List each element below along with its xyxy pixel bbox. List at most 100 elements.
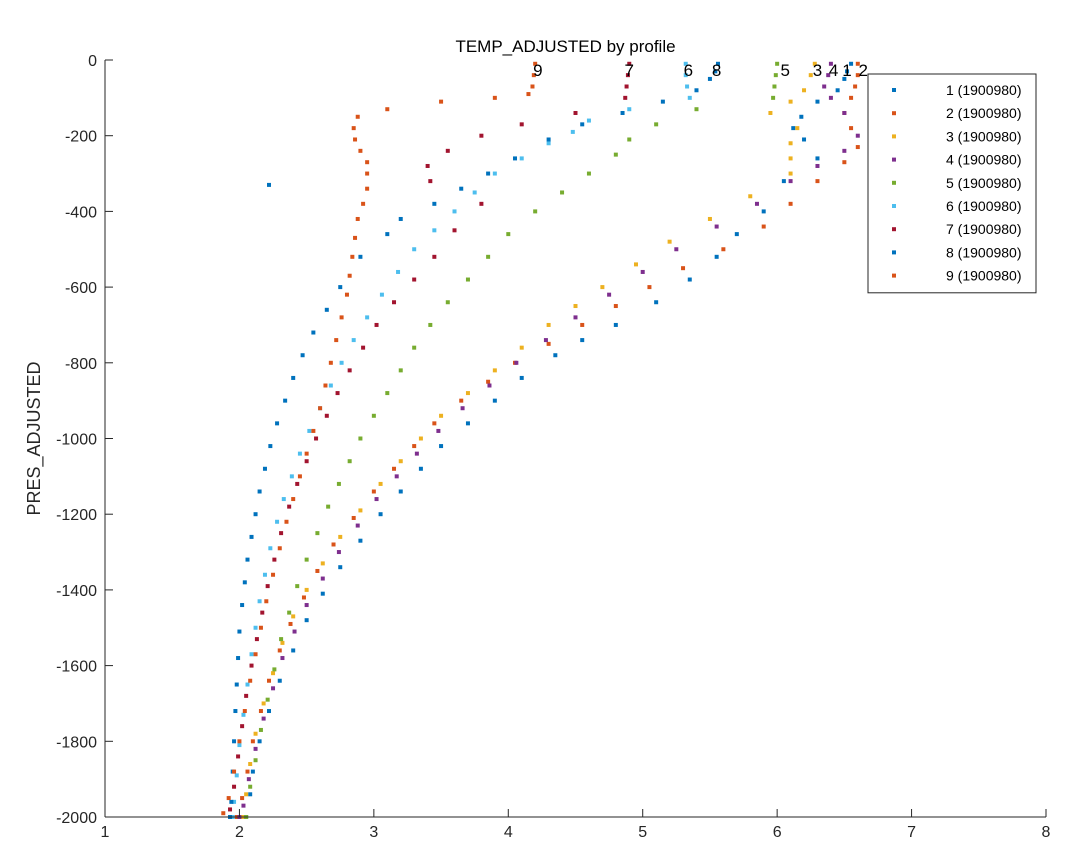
data-point [245, 769, 250, 774]
profile-label: 3 [813, 61, 822, 80]
legend-marker [892, 157, 896, 162]
data-point [519, 345, 524, 350]
data-point [275, 421, 280, 426]
legend-label: 5 (1900980) [946, 175, 1022, 191]
data-point [272, 557, 277, 562]
data-point [300, 353, 305, 358]
data-point [292, 629, 297, 634]
data-point [268, 444, 273, 449]
data-point [842, 110, 847, 115]
data-point [613, 304, 618, 309]
data-point [791, 126, 796, 131]
data-point [244, 792, 249, 797]
data-point [320, 591, 325, 596]
legend: 1 (1900980) 2 (1900980) 3 (1900980) 4 (1900… [867, 73, 1037, 294]
data-point [304, 557, 309, 562]
data-point [428, 322, 433, 327]
data-point [625, 73, 630, 78]
legend-item: 7 (1900980) [892, 221, 1022, 237]
data-point [586, 118, 591, 123]
data-point [660, 99, 665, 104]
data-point [788, 171, 793, 176]
data-point [519, 122, 524, 127]
data-point [772, 84, 777, 89]
data-point [412, 247, 417, 252]
data-point [281, 497, 286, 502]
data-point [812, 61, 817, 66]
data-point [771, 95, 776, 100]
data-point [826, 73, 831, 78]
data-point [465, 277, 470, 282]
profile-label: 9 [533, 61, 542, 80]
data-point [336, 481, 341, 486]
y-tick-label: -1000 [56, 432, 97, 449]
data-point [687, 277, 692, 282]
data-point [221, 811, 226, 816]
data-point [681, 266, 686, 271]
data-point [849, 61, 854, 66]
data-point [237, 629, 242, 634]
profile-label: 8 [712, 61, 721, 80]
data-point [379, 292, 384, 297]
data-point [531, 73, 536, 78]
data-point [315, 531, 320, 536]
data-point [683, 73, 688, 78]
legend-label: 2 (1900980) [946, 105, 1022, 121]
data-point [412, 444, 417, 449]
data-point [279, 637, 284, 642]
chart-marks [221, 61, 860, 819]
data-point [365, 186, 370, 191]
data-point [627, 61, 632, 66]
data-point [241, 803, 246, 808]
data-point [233, 709, 238, 714]
data-point [358, 148, 363, 153]
data-point [351, 126, 356, 131]
data-point [754, 201, 759, 206]
data-point [394, 474, 399, 479]
data-point [560, 190, 565, 195]
data-point [465, 421, 470, 426]
data-point [240, 796, 245, 801]
y-tick-label: 0 [88, 53, 97, 70]
data-point [347, 273, 352, 278]
x-tick-label: 3 [369, 824, 378, 841]
data-point [272, 667, 277, 672]
series-8 [228, 61, 720, 819]
legend-marker [892, 111, 896, 116]
data-point [842, 76, 847, 81]
legend-marker [892, 204, 896, 208]
data-point [788, 156, 793, 161]
profile-label: 1 [842, 61, 851, 80]
data-point [546, 137, 551, 142]
data-point [240, 603, 245, 608]
data-point [392, 300, 397, 305]
series-1 [244, 61, 854, 819]
data-point [573, 315, 578, 320]
data-point [267, 678, 272, 683]
data-point [432, 254, 437, 259]
data-point [775, 61, 780, 66]
data-point [288, 621, 293, 626]
profile-label: 6 [684, 61, 693, 80]
series-6 [230, 61, 692, 819]
data-point [265, 697, 270, 702]
data-point [301, 595, 306, 600]
data-point [323, 383, 328, 388]
data-point [479, 201, 484, 206]
y-tick-label: -1600 [56, 659, 97, 676]
data-point [271, 686, 276, 691]
data-point [714, 254, 719, 259]
legend-label: 3 (1900980) [946, 128, 1022, 144]
data-point [654, 122, 659, 127]
data-point [353, 235, 358, 240]
data-point [624, 84, 629, 89]
data-point [855, 145, 860, 150]
data-point [822, 84, 827, 89]
data-point [250, 769, 255, 774]
data-point [828, 95, 833, 100]
data-point [257, 739, 262, 744]
data-point [694, 88, 699, 93]
data-point [546, 341, 551, 346]
data-point [240, 724, 245, 729]
